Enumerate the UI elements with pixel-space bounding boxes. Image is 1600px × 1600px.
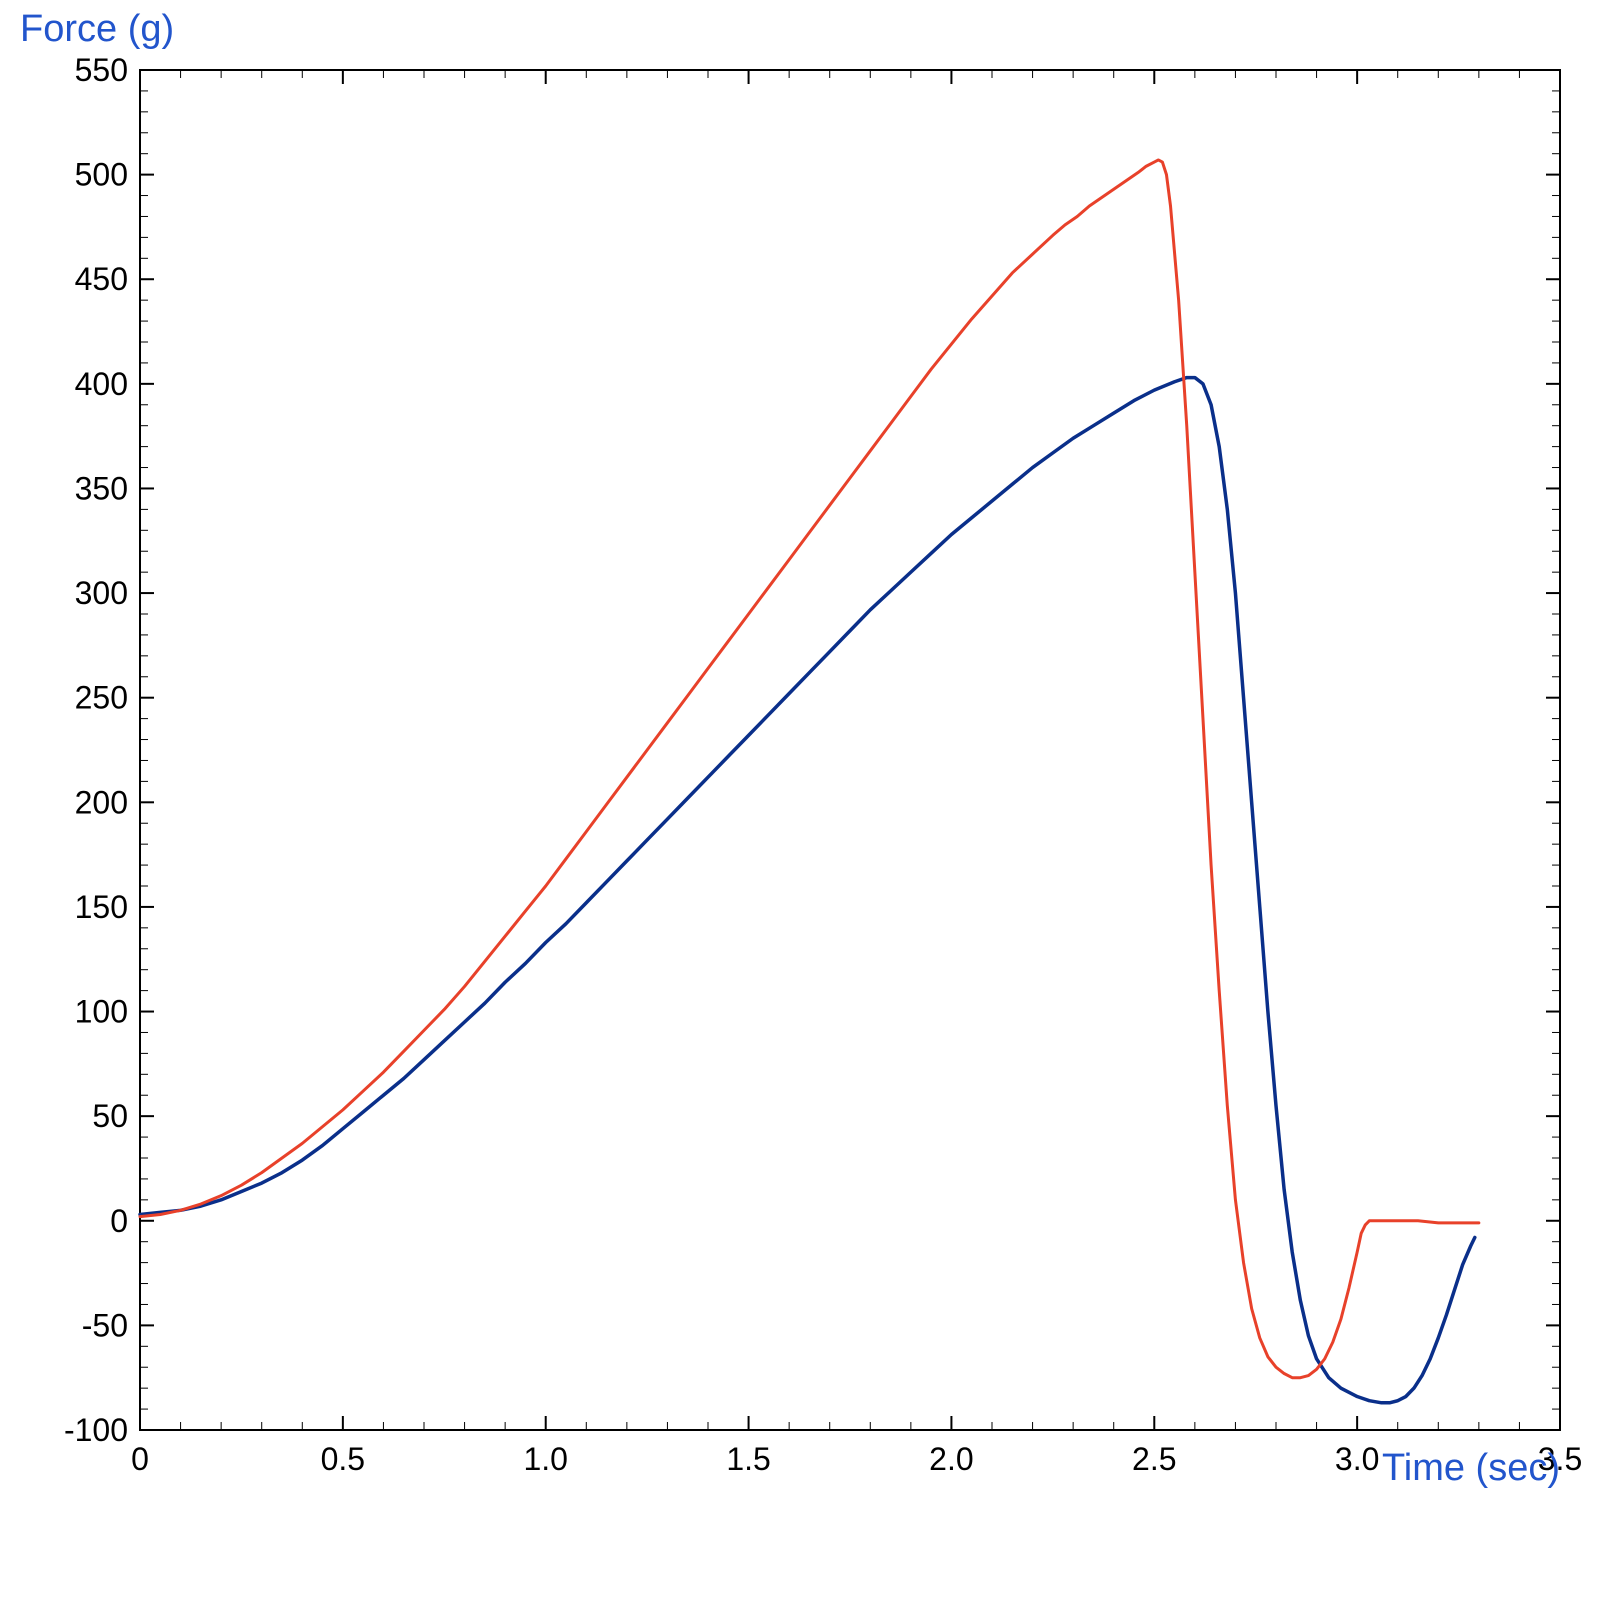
svg-text:0.5: 0.5 xyxy=(321,1441,365,1477)
chart-container: Force (g) 00.51.01.52.02.53.03.5-100-500… xyxy=(0,0,1600,1600)
svg-text:150: 150 xyxy=(75,889,128,925)
y-axis-label: Force (g) xyxy=(20,8,174,51)
x-axis-label: Time (sec) xyxy=(1382,1447,1560,1490)
svg-text:400: 400 xyxy=(75,366,128,402)
svg-text:350: 350 xyxy=(75,470,128,506)
series-blue xyxy=(140,378,1475,1403)
series-red xyxy=(140,160,1479,1378)
svg-text:450: 450 xyxy=(75,261,128,297)
svg-text:50: 50 xyxy=(92,1098,128,1134)
svg-text:-50: -50 xyxy=(82,1307,128,1343)
svg-text:250: 250 xyxy=(75,680,128,716)
svg-text:300: 300 xyxy=(75,575,128,611)
svg-text:200: 200 xyxy=(75,784,128,820)
force-time-chart: 00.51.01.52.02.53.03.5-100-5005010015020… xyxy=(0,0,1600,1600)
svg-text:2.0: 2.0 xyxy=(929,1441,973,1477)
svg-text:0: 0 xyxy=(131,1441,149,1477)
svg-text:550: 550 xyxy=(75,52,128,88)
svg-text:1.0: 1.0 xyxy=(523,1441,567,1477)
svg-text:100: 100 xyxy=(75,994,128,1030)
svg-text:500: 500 xyxy=(75,157,128,193)
svg-text:3.0: 3.0 xyxy=(1335,1441,1379,1477)
svg-text:1.5: 1.5 xyxy=(726,1441,770,1477)
svg-text:2.5: 2.5 xyxy=(1132,1441,1176,1477)
svg-text:0: 0 xyxy=(110,1203,128,1239)
svg-text:-100: -100 xyxy=(64,1412,128,1448)
